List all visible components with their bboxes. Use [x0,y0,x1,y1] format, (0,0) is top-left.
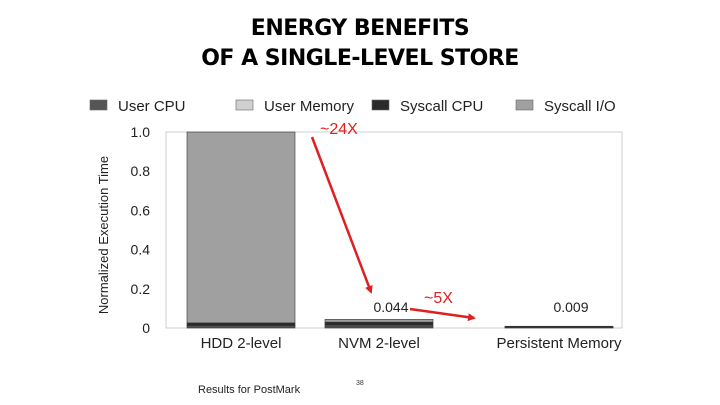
legend-label: User Memory [264,98,355,115]
page-number: 38 [356,380,364,387]
y-axis-label: Normalized Execution Time [96,156,111,314]
slide-title: ENERGY BENEFITS OF A SINGLE-LEVEL STORE [0,14,720,74]
bar-segment [324,321,434,326]
annotation-arrow [409,307,476,322]
bar-value-label: 0.009 [553,299,588,315]
y-tick-label: 0.6 [131,202,151,218]
x-tick-label: NVM 2-level [338,335,420,352]
bar-value-label: 0.044 [373,299,408,315]
annotation-arrow [310,136,373,294]
slide-title-line-1: ENERGY BENEFITS [250,16,470,41]
legend-swatch [235,99,254,111]
legend-label: Syscall CPU [400,98,483,115]
x-tick-label: HDD 2-level [201,335,282,352]
x-tick-label: Persistent Memory [496,335,622,352]
y-tick-label: 0.4 [131,242,151,258]
slide-title-line-2: OF A SINGLE-LEVEL STORE [201,46,519,71]
legend-label: Syscall I/O [544,98,616,115]
y-tick-label: 0 [142,320,150,336]
annotation-label: ~5X [424,290,453,307]
y-tick-label: 0.8 [131,163,151,179]
y-tick-label: 0.2 [131,281,151,297]
y-tick-label: 1.0 [131,124,151,140]
bar-segment [324,319,434,323]
annotation-label: ~24X [320,121,358,138]
bar-segment [186,322,296,326]
legend-label: User CPU [118,98,186,115]
legend-swatch [371,99,390,111]
bar-segment [504,325,614,328]
bar-segment [186,131,296,324]
legend-swatch [89,99,108,111]
legend-swatch [515,99,534,111]
footer-note: Results for PostMark [198,384,301,396]
